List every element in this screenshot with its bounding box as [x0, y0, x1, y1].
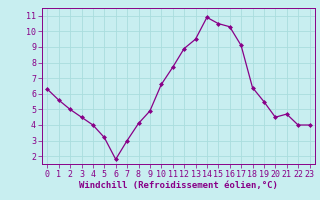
- X-axis label: Windchill (Refroidissement éolien,°C): Windchill (Refroidissement éolien,°C): [79, 181, 278, 190]
